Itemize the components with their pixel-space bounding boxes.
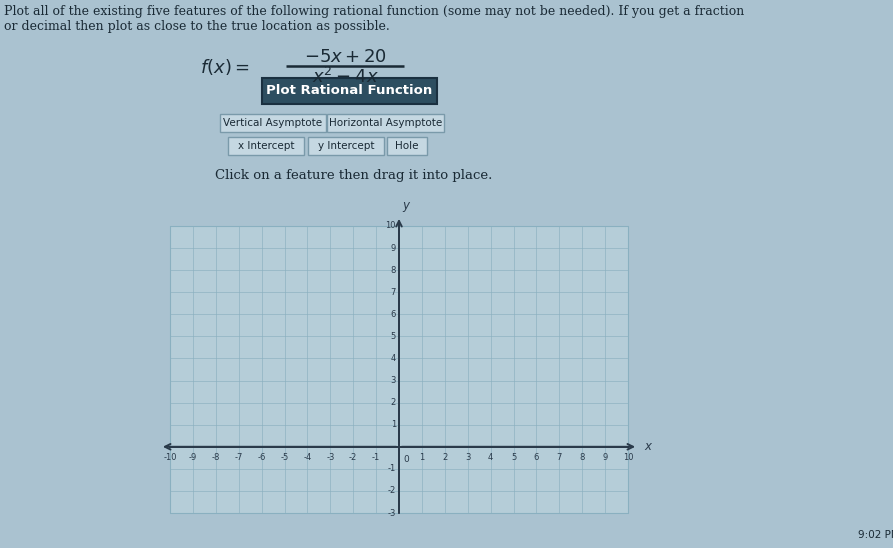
Bar — [170, 226, 628, 513]
Text: 2: 2 — [442, 453, 447, 462]
Text: 8: 8 — [390, 266, 396, 275]
Text: 2: 2 — [391, 398, 396, 407]
Text: y Intercept: y Intercept — [318, 141, 374, 151]
Text: -10: -10 — [163, 453, 177, 462]
FancyBboxPatch shape — [308, 137, 384, 155]
FancyBboxPatch shape — [220, 114, 326, 132]
Text: 3: 3 — [465, 453, 471, 462]
Text: y: y — [402, 199, 409, 212]
FancyBboxPatch shape — [228, 137, 304, 155]
Text: -7: -7 — [235, 453, 243, 462]
Text: Click on a feature then drag it into place.: Click on a feature then drag it into pla… — [215, 168, 492, 181]
Text: x Intercept: x Intercept — [238, 141, 295, 151]
Text: 5: 5 — [391, 332, 396, 341]
Text: 10: 10 — [386, 221, 396, 231]
Text: 0: 0 — [403, 455, 409, 464]
Text: -5: -5 — [280, 453, 288, 462]
Text: or decimal then plot as close to the true location as possible.: or decimal then plot as close to the tru… — [4, 20, 389, 33]
Text: -1: -1 — [388, 464, 396, 473]
Text: Hole: Hole — [396, 141, 419, 151]
Text: 9: 9 — [391, 243, 396, 253]
Text: 6: 6 — [390, 310, 396, 319]
Text: 1: 1 — [420, 453, 424, 462]
FancyBboxPatch shape — [327, 114, 444, 132]
Text: $f(x) =$: $f(x) =$ — [200, 57, 250, 77]
Text: 7: 7 — [556, 453, 562, 462]
Text: -3: -3 — [326, 453, 335, 462]
Text: -2: -2 — [349, 453, 357, 462]
Text: -4: -4 — [304, 453, 312, 462]
Text: -3: -3 — [388, 509, 396, 517]
Text: 9: 9 — [603, 453, 608, 462]
Text: 5: 5 — [511, 453, 516, 462]
Text: -6: -6 — [257, 453, 266, 462]
Text: 1: 1 — [391, 420, 396, 429]
Text: $-5x + 20$: $-5x + 20$ — [304, 48, 387, 66]
FancyBboxPatch shape — [387, 137, 427, 155]
Text: -2: -2 — [388, 487, 396, 495]
Text: 6: 6 — [534, 453, 539, 462]
Text: 3: 3 — [390, 376, 396, 385]
Text: 8: 8 — [580, 453, 585, 462]
Text: Plot all of the existing five features of the following rational function (some : Plot all of the existing five features o… — [4, 5, 744, 18]
Text: Vertical Asymptote: Vertical Asymptote — [223, 118, 322, 128]
Text: -1: -1 — [372, 453, 380, 462]
Text: 10: 10 — [622, 453, 633, 462]
Text: 9:02 PM: 9:02 PM — [858, 530, 893, 540]
Text: Plot Rational Function: Plot Rational Function — [266, 84, 432, 98]
Text: x: x — [644, 440, 651, 453]
Text: Horizontal Asymptote: Horizontal Asymptote — [329, 118, 442, 128]
Text: $x^2 - 4x$: $x^2 - 4x$ — [312, 67, 379, 87]
Text: -8: -8 — [212, 453, 220, 462]
FancyBboxPatch shape — [262, 78, 437, 104]
Text: 4: 4 — [391, 354, 396, 363]
Text: 7: 7 — [390, 288, 396, 296]
Text: -9: -9 — [188, 453, 197, 462]
Text: 4: 4 — [488, 453, 493, 462]
